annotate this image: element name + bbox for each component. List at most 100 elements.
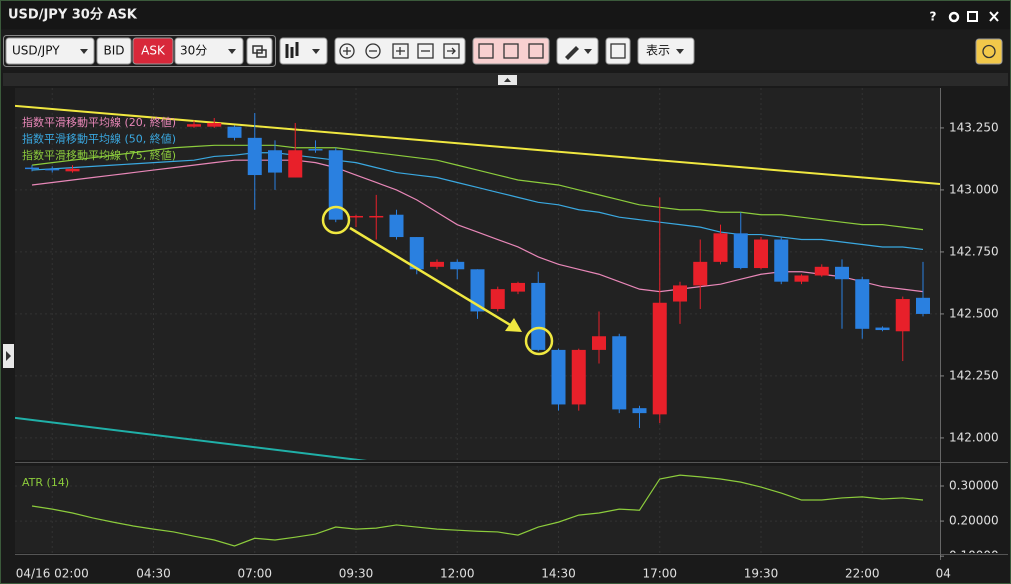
annotation xyxy=(321,205,554,356)
candle-body xyxy=(328,150,343,220)
trend-line xyxy=(15,104,940,185)
interval-label: 30分 xyxy=(180,44,207,58)
x-tick-label: 17:00 xyxy=(642,567,677,581)
candle-body xyxy=(450,261,465,270)
legend-entry: 指数平滑移動平均線 (50, 終値) xyxy=(22,132,176,146)
x-tick-label: 04 xyxy=(936,567,951,581)
bid-button[interactable] xyxy=(96,37,132,65)
candle-body xyxy=(916,297,930,314)
candle-body xyxy=(774,239,789,282)
x-tick-label: 09:30 xyxy=(339,567,374,581)
candle-body xyxy=(632,408,647,414)
candle-body xyxy=(794,275,809,282)
fit-button[interactable] xyxy=(392,43,409,59)
bid-label: BID xyxy=(103,44,124,58)
x-tick-label: 04:30 xyxy=(136,567,171,581)
axes: 142.000 142.250 142.500 142.750 143.000 143.2… xyxy=(16,115,999,581)
candle-body xyxy=(733,233,748,269)
candle-body xyxy=(247,137,262,176)
candle-body xyxy=(288,150,303,178)
maximize-button[interactable] xyxy=(967,11,978,22)
window-title: USD/JPY 30分 ASK xyxy=(8,7,138,23)
candle-body xyxy=(45,168,60,171)
symbol-label: USD/JPY xyxy=(12,44,60,58)
candle-body xyxy=(409,237,424,270)
title-bar xyxy=(1,1,1010,29)
symbol-dropdown[interactable] xyxy=(5,37,95,65)
candle-body xyxy=(268,150,282,173)
display-dropdown[interactable] xyxy=(637,37,695,65)
icon xyxy=(610,43,626,59)
candle-body xyxy=(470,269,485,312)
zoom-out[interactable] xyxy=(365,43,381,59)
candle-body xyxy=(652,302,667,415)
y-tick-label: 142.000 xyxy=(949,430,999,444)
candle-body xyxy=(25,167,39,170)
dropdown-arrow xyxy=(80,49,88,54)
candle-body xyxy=(551,349,566,405)
candle-body xyxy=(369,215,384,218)
dropdown-arrow xyxy=(228,49,236,54)
toolbar-group xyxy=(3,35,276,67)
candle-body xyxy=(349,215,363,218)
ask-label: ASK xyxy=(141,44,166,58)
line xyxy=(31,144,924,231)
legend-entry: ATR (14) xyxy=(22,476,69,489)
candle-body xyxy=(207,122,222,127)
icon[interactable] xyxy=(503,43,519,59)
settings-button[interactable] xyxy=(948,11,960,23)
candle-body xyxy=(490,289,505,309)
candle-body xyxy=(227,126,242,138)
x-tick-label: 22:00 xyxy=(845,567,880,581)
icon xyxy=(447,47,456,55)
x-tick-label: 07:00 xyxy=(237,567,272,581)
expand-button[interactable] xyxy=(417,43,434,59)
icon[interactable] xyxy=(478,43,494,59)
icon xyxy=(396,47,405,55)
link-button[interactable] xyxy=(246,37,273,65)
icon xyxy=(565,46,579,60)
dropdown-arrow xyxy=(312,49,320,54)
snapshot-button[interactable] xyxy=(605,37,631,65)
candle-body xyxy=(308,149,323,151)
main-plot xyxy=(15,88,940,460)
trend-line xyxy=(15,416,368,460)
candle-body xyxy=(65,168,80,172)
icon[interactable] xyxy=(528,43,544,59)
candle-body xyxy=(511,282,525,292)
zoom-in[interactable] xyxy=(339,43,355,59)
legend-entry: 指数平滑移動平均線 (75, 終値) xyxy=(22,148,176,162)
interval-dropdown[interactable] xyxy=(174,37,244,65)
dropdown-arrow xyxy=(676,49,684,54)
scroll-end-button[interactable] xyxy=(443,43,460,59)
icon xyxy=(285,42,299,58)
drawing-group[interactable] xyxy=(472,37,550,65)
line xyxy=(31,474,924,547)
x-tick-label: 04/16 02:00 xyxy=(16,567,89,581)
ask-button[interactable] xyxy=(132,37,174,65)
icon xyxy=(343,47,351,55)
close-button[interactable] xyxy=(989,11,999,22)
candle-body xyxy=(855,279,870,329)
pen-dropdown[interactable] xyxy=(556,37,599,65)
candle-body xyxy=(814,266,829,276)
display-label: 表示 xyxy=(646,44,670,58)
candle-body xyxy=(430,261,444,267)
candle-body xyxy=(754,239,768,269)
candle-body xyxy=(531,282,546,350)
y-tick-label: 143.250 xyxy=(949,120,999,134)
y-tick-label: 142.750 xyxy=(949,244,999,258)
layout-button[interactable] xyxy=(975,38,1003,65)
icon xyxy=(982,44,996,59)
help-button[interactable]: ? xyxy=(930,10,937,24)
candle-body xyxy=(875,327,890,331)
candle-body xyxy=(835,266,849,280)
highlight-circle xyxy=(321,205,351,235)
arrow-line xyxy=(349,226,513,328)
x-tick-label: 12:00 xyxy=(440,567,475,581)
candle-body xyxy=(693,261,708,286)
line xyxy=(31,152,924,251)
candle-body xyxy=(673,285,687,302)
candle-body xyxy=(592,336,606,350)
